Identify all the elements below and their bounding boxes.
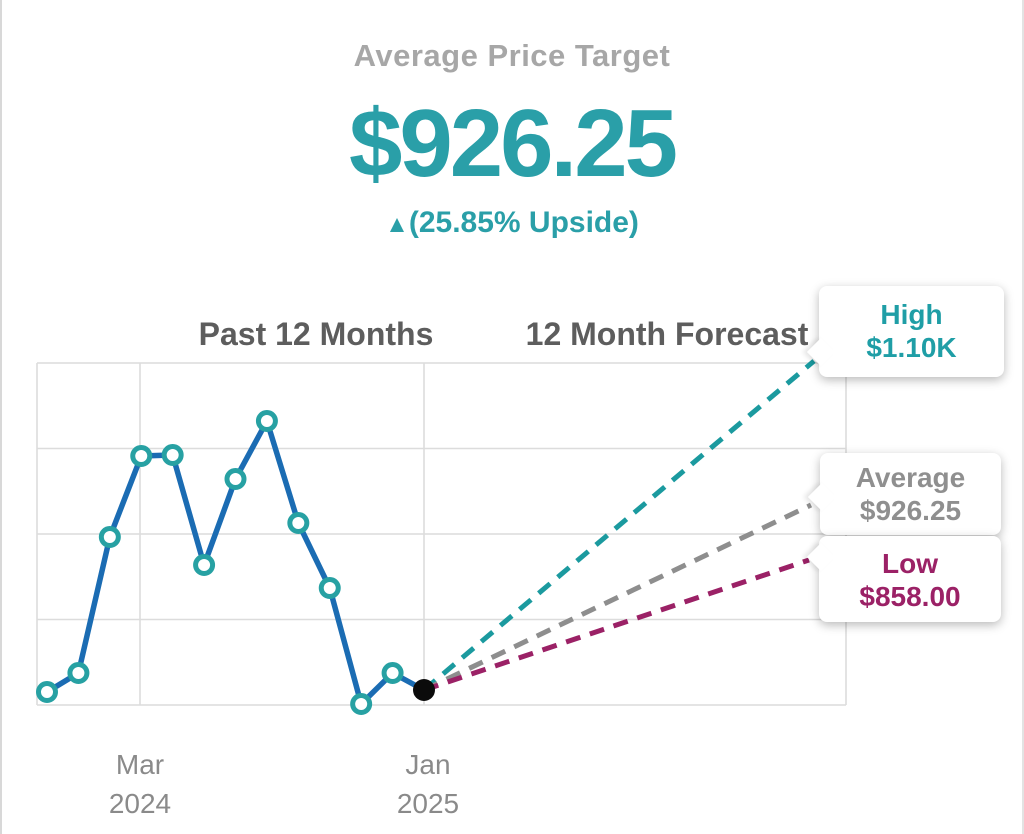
upside-text: (25.85% Upside)	[408, 206, 639, 239]
x-tick-year: 2025	[396, 788, 460, 819]
x-tick-month: Jan	[405, 749, 451, 780]
average-value: $926.25	[859, 495, 962, 526]
x-tick-mar-2024: Mar 2024	[70, 745, 210, 823]
current-price-dot[interactable]	[413, 679, 435, 701]
average-label: Average	[855, 462, 966, 493]
forecast-line-low	[423, 557, 810, 693]
data-point-marker[interactable]	[130, 445, 153, 467]
x-tick-month: Mar	[115, 749, 165, 780]
high-label: High	[880, 299, 943, 330]
upside-badge: ▲(25.85% Upside)	[2, 206, 1022, 240]
data-point-marker[interactable]	[350, 693, 373, 715]
data-point-marker[interactable]	[161, 444, 184, 466]
forecast-header: 12 Month Forecast	[525, 316, 809, 352]
data-point-marker[interactable]	[193, 554, 216, 576]
forecast-line-average	[422, 502, 813, 693]
data-point-marker[interactable]	[36, 681, 58, 703]
up-triangle-icon: ▲	[385, 211, 409, 238]
high-value: $1.10K	[866, 332, 957, 363]
data-point-marker[interactable]	[381, 662, 404, 684]
average-forecast-callout: Average $926.25	[807, 453, 1001, 535]
x-tick-year: 2024	[108, 788, 172, 819]
card-title: Average Price Target	[353, 38, 671, 73]
data-point-marker[interactable]	[67, 662, 90, 684]
x-tick-jan-2025: Jan 2025	[358, 745, 498, 823]
low-label: Low	[882, 548, 938, 579]
data-point-marker[interactable]	[318, 577, 341, 599]
low-forecast-callout: Low $858.00	[806, 536, 1001, 622]
past-price-line	[44, 418, 427, 707]
forecast-line-high	[422, 359, 816, 692]
average-price-target-value: $926.25	[348, 90, 678, 197]
past-12-months-header: Past 12 Months	[198, 316, 434, 352]
data-point-marker[interactable]	[98, 526, 121, 548]
data-point-marker[interactable]	[255, 410, 278, 432]
data-point-marker[interactable]	[224, 468, 247, 490]
low-value: $858.00	[859, 581, 961, 612]
high-forecast-callout: High $1.10K	[806, 286, 1004, 377]
data-point-marker[interactable]	[287, 512, 310, 534]
